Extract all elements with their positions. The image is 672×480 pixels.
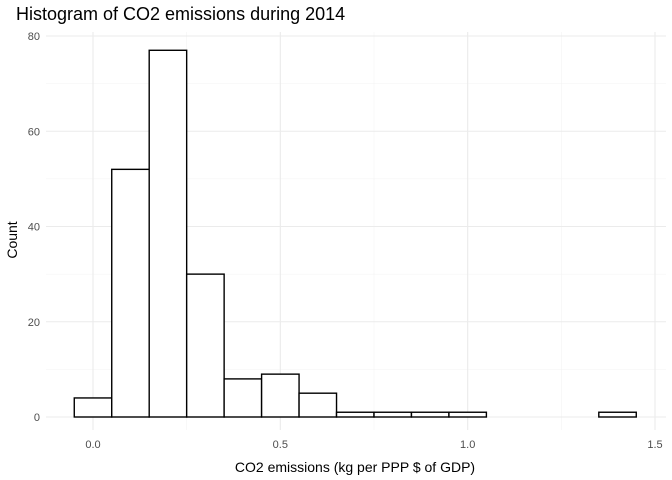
histogram-bar (185, 273, 225, 418)
histogram-bar (73, 397, 113, 418)
x-tick-label: 0.0 (85, 439, 100, 451)
histogram-bar (260, 373, 300, 418)
y-tick-label: 80 (28, 31, 40, 43)
histogram-bar (448, 411, 488, 418)
chart-title: Histogram of CO2 emissions during 2014 (16, 4, 345, 24)
x-axis-title: CO2 emissions (kg per PPP $ of GDP) (235, 459, 475, 475)
histogram-bar (598, 411, 637, 418)
histogram-bar (111, 168, 150, 418)
histogram-bar (298, 392, 338, 418)
y-tick-label: 20 (28, 317, 40, 329)
histogram-bar (223, 378, 263, 418)
histogram-bar (148, 49, 188, 418)
histogram-bar (335, 411, 375, 418)
x-tick-label: 1.5 (647, 439, 662, 451)
y-axis-title: Count (4, 221, 20, 258)
histogram-bar (410, 411, 450, 418)
y-tick-label: 60 (28, 126, 40, 138)
histogram-bar (373, 411, 413, 418)
x-tick-label: 0.5 (273, 439, 288, 451)
y-tick-label: 40 (28, 222, 40, 234)
x-axis-ticks: 0.0 0.5 1.0 1.5 (85, 439, 662, 451)
y-tick-label: 0 (34, 412, 40, 424)
y-axis-ticks: 0 20 40 60 80 (28, 31, 40, 424)
histogram-bars (73, 49, 637, 418)
x-tick-label: 1.0 (460, 439, 475, 451)
